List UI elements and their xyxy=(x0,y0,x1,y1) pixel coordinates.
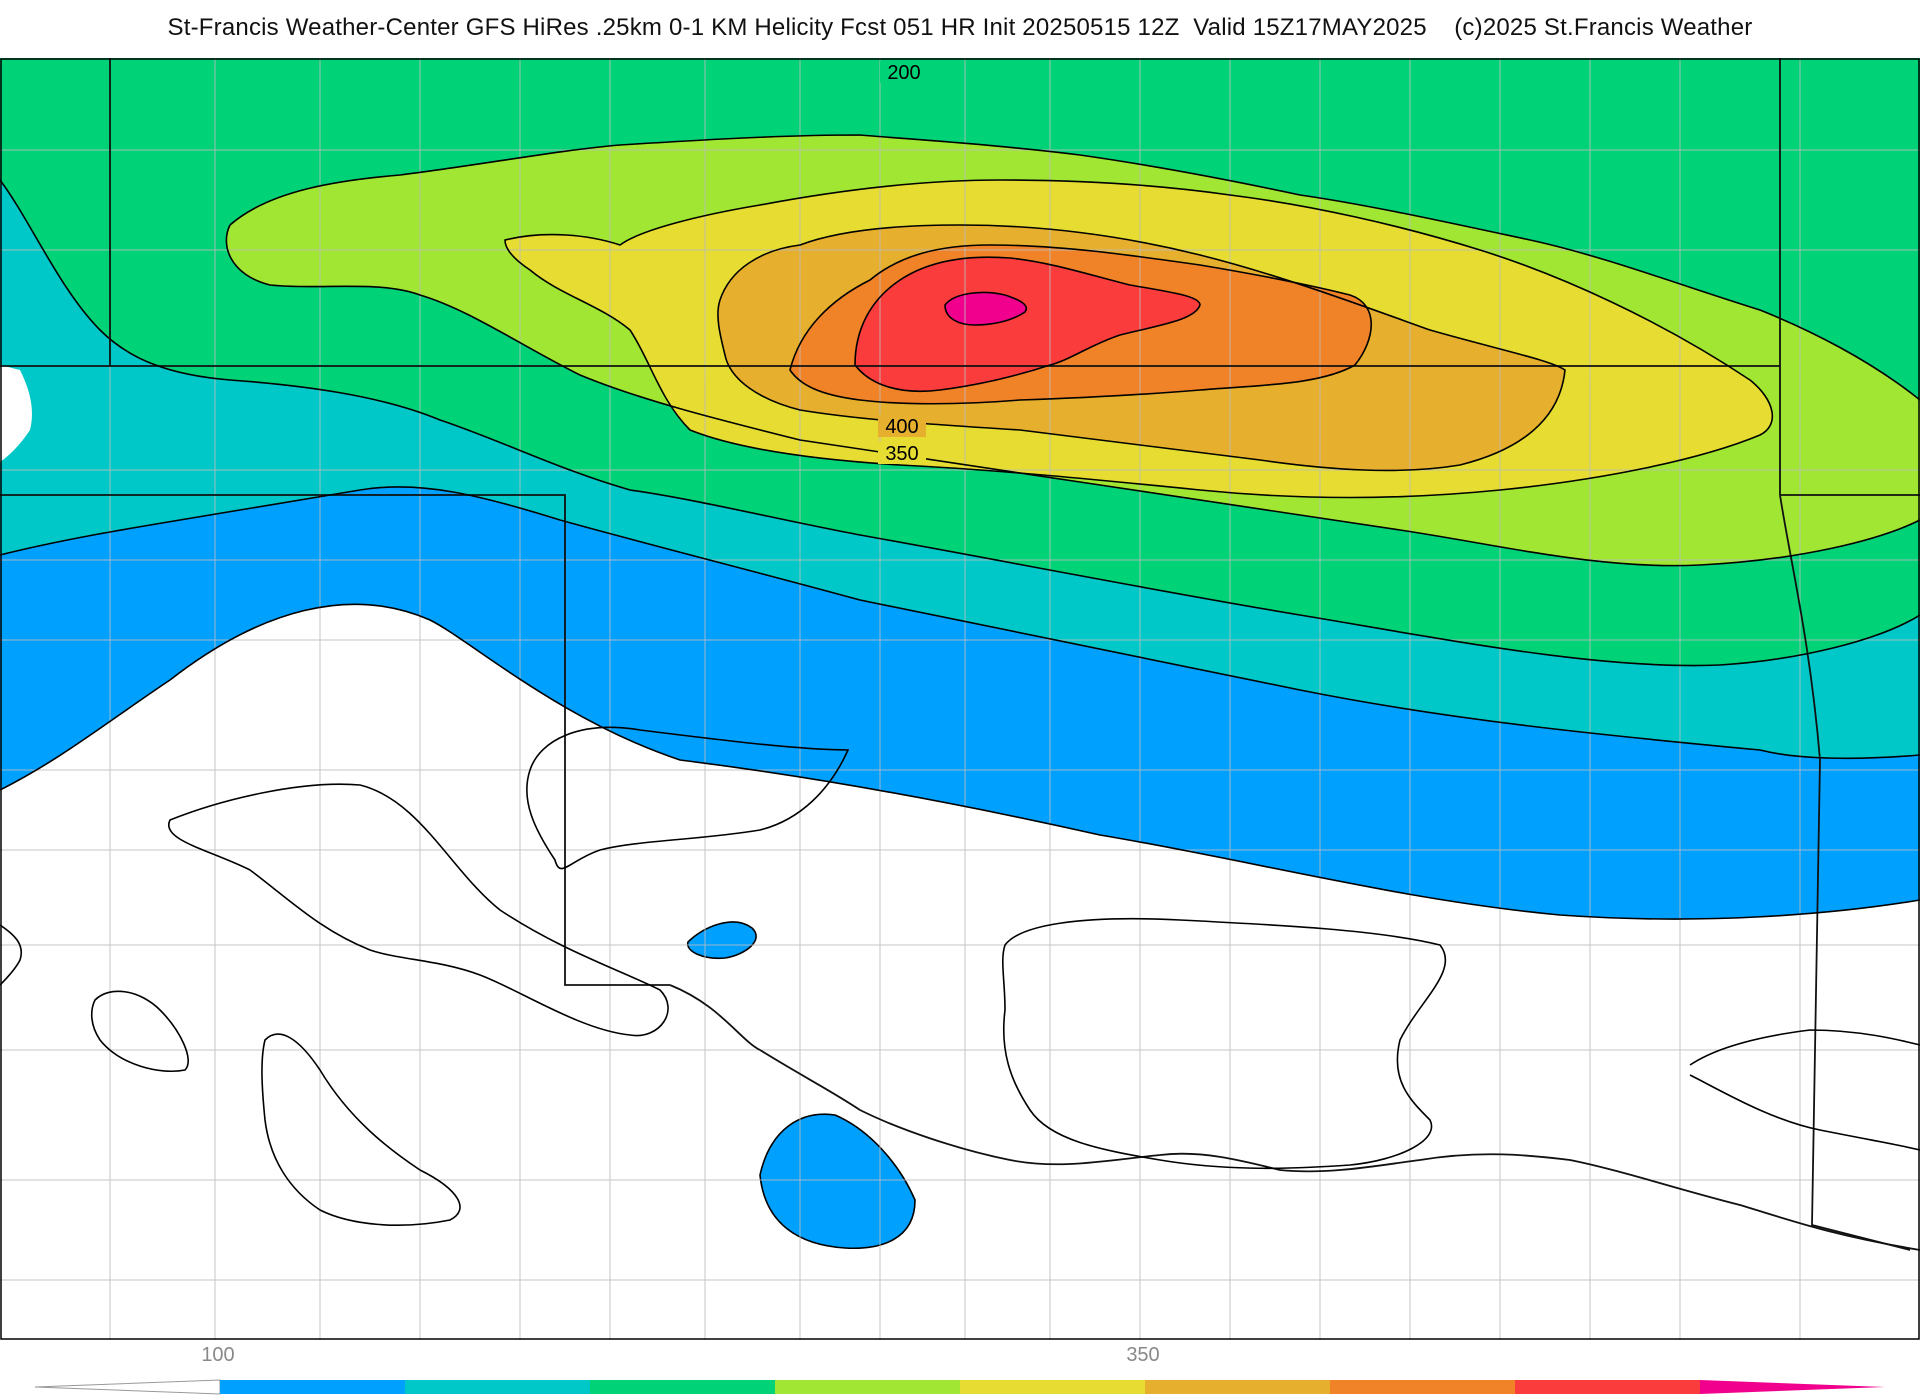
colorbar-low-triangle xyxy=(34,1379,221,1395)
contour-label-group: 200 400 350 xyxy=(878,61,928,465)
colorbar-swatch-1 xyxy=(405,1380,591,1394)
contour-lines xyxy=(0,134,1920,1226)
map-title: St-Francis Weather-Center GFS HiRes .25k… xyxy=(167,14,1753,41)
contour-label-200: 200 xyxy=(887,62,920,84)
colorbar-tick-100: 100 xyxy=(201,1344,235,1366)
colorbar-swatch-7 xyxy=(1515,1380,1701,1394)
colorbar-swatch-0 xyxy=(220,1380,406,1394)
colorbar-swatch-2 xyxy=(590,1380,776,1394)
state-borders xyxy=(0,58,1920,1251)
band-white-notch xyxy=(0,365,32,462)
county-borders xyxy=(0,58,1920,1340)
contour-label-400: 400 xyxy=(885,416,918,438)
colorbar-tick-350: 350 xyxy=(1126,1344,1160,1366)
colorbar-high-triangle xyxy=(1700,1380,1885,1394)
contour-label-350: 350 xyxy=(885,443,918,465)
colorbar xyxy=(34,1379,1885,1395)
helicity-map: 200 400 350 xyxy=(0,58,1920,1340)
colorbar-swatch-5 xyxy=(1145,1380,1331,1394)
colorbar-swatch-4 xyxy=(960,1380,1146,1394)
band-red xyxy=(855,257,1200,392)
band-blue-blob-2 xyxy=(759,1113,916,1250)
colorbar-swatch-6 xyxy=(1330,1380,1516,1394)
colorbar-swatch-3 xyxy=(775,1380,961,1394)
